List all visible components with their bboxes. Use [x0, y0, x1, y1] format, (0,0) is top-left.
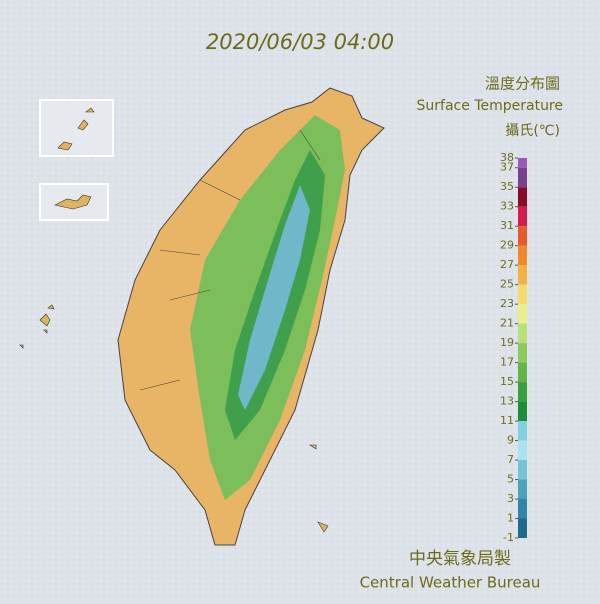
colorbar-tick-label: 5 [507, 473, 514, 486]
colorbar-tick-label: 33 [500, 200, 514, 213]
colorbar-segment [518, 245, 527, 266]
title: 溫度分布圖 [485, 75, 560, 93]
colorbar-segment [518, 518, 527, 538]
footer-zh: 中央氣象局製 [409, 549, 511, 569]
colorbar-tick-label: 15 [500, 375, 514, 388]
colorbar-tick-label: 25 [500, 278, 514, 291]
colorbar-tick-label: 23 [500, 297, 514, 310]
colorbar-tick-label: 35 [500, 180, 514, 193]
colorbar-segment [518, 401, 527, 422]
colorbar-tick-label: 11 [500, 414, 514, 427]
colorbar-segment [518, 158, 527, 168]
colorbar-tick-label: 21 [500, 317, 514, 330]
colorbar-segment [518, 460, 527, 480]
subtitle: Surface Temperature [417, 98, 563, 114]
colorbar-segment [518, 226, 527, 246]
colorbar-tick-label: 1 [507, 512, 514, 525]
footer-en: Central Weather Bureau [360, 574, 541, 592]
colorbar-tick-label: 17 [500, 356, 514, 369]
taiwan-map [117, 87, 385, 546]
colorbar-tick-label: 9 [507, 434, 514, 447]
colorbar-segment [518, 362, 527, 383]
colorbar-segment [518, 284, 527, 305]
colorbar-segment [518, 421, 527, 441]
colorbar-tick-label: 13 [500, 395, 514, 408]
colorbar-tick-label: 37 [500, 161, 514, 174]
colorbar-tick-label: 19 [500, 336, 514, 349]
colorbar-tick-label: 38 [500, 151, 514, 164]
colorbar-segment [518, 440, 527, 461]
timestamp: 2020/06/03 04:00 [206, 30, 394, 54]
colorbar-segment [518, 343, 527, 363]
unit: 攝氏(℃) [505, 123, 560, 139]
colorbar-segment [518, 323, 527, 344]
colorbar-tick-label: 7 [507, 453, 514, 466]
colorbar-tick-label: 27 [500, 258, 514, 271]
colorbar-segment [518, 187, 527, 207]
colorbar-tick-label: 29 [500, 239, 514, 252]
colorbar-segment [518, 167, 527, 188]
colorbar-segment [518, 499, 527, 519]
colorbar-tick-label: 31 [500, 219, 514, 232]
colorbar-segment [518, 479, 527, 500]
colorbar-segment [518, 206, 527, 227]
colorbar-segment [518, 304, 527, 324]
colorbar-segment [518, 382, 527, 402]
inset-islands [19, 99, 329, 533]
colorbar-segment [518, 265, 527, 285]
colorbar-tick-label: 3 [507, 492, 514, 505]
colorbar-tick-label: -1 [503, 531, 514, 544]
